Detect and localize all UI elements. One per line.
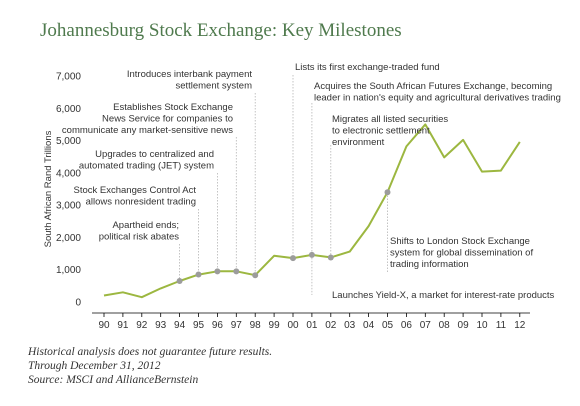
x-tick-label: 07 (420, 320, 432, 331)
x-tick-label: 05 (382, 320, 394, 331)
chart-title: Johannesburg Stock Exchange: Key Milesto… (40, 20, 402, 41)
x-tick-label: 94 (174, 320, 186, 331)
y-tick-label: 5,000 (56, 136, 81, 147)
annotation-label: settlement system (175, 81, 252, 92)
x-tick-label: 95 (193, 320, 205, 331)
footnote-date: Through December 31, 2012 (28, 360, 161, 372)
annotation-label: leader in nation's equity and agricultur… (314, 93, 561, 104)
annotation-label: Introduces interbank payment (127, 69, 253, 80)
annotation-label: Upgrades to centralized and (95, 149, 214, 160)
milestone-marker (290, 255, 296, 262)
y-tick-labels: 0 1,000 2,000 3,000 4,000 5,000 6,000 7,000 (56, 72, 81, 309)
annotation-label: Migrates all listed securities (332, 114, 448, 125)
milestone-marker (233, 268, 240, 275)
x-tick-label: 91 (117, 320, 129, 331)
annotation-label: political risk abates (99, 232, 180, 243)
x-tick-label: 12 (514, 320, 526, 331)
milestone-marker (308, 251, 315, 258)
milestone-marker (384, 189, 391, 196)
milestone-marker (327, 254, 334, 261)
x-tick-label: 02 (325, 320, 337, 331)
annotation-label: Stock Exchanges Control Act (73, 185, 196, 196)
annotation-labels: Apartheid ends;political risk abates Stoc… (62, 62, 561, 301)
x-tick-label: 03 (344, 320, 356, 331)
x-tick-label: 99 (269, 320, 281, 331)
annotation-label: Shifts to London Stock Exchange (390, 236, 530, 247)
x-tick-label: 90 (98, 320, 110, 331)
milestone-marker (195, 271, 202, 278)
milestone-markers (176, 189, 391, 285)
footnote-source: Source: MSCI and AllianceBernstein (28, 374, 199, 386)
y-tick-label: 0 (75, 298, 81, 309)
annotation-label: system for global dissemination of (390, 248, 533, 259)
y-tick-label: 3,000 (56, 201, 81, 212)
annotation-label: automated trading (JET) system (79, 161, 214, 172)
y-tick-label: 6,000 (56, 104, 81, 115)
x-tick-label: 08 (439, 320, 451, 331)
x-tick-labels: 90 91 92 93 94 95 96 97 98 99 00 01 02 03 04 05 06 07 08 09… (98, 320, 525, 331)
x-tick-label: 01 (306, 320, 318, 331)
y-axis-label: South African Rand Trillions (43, 130, 54, 247)
x-axis (92, 312, 530, 317)
annotation-label: Lists its first exchange-traded fund (295, 62, 440, 73)
x-tick-label: 06 (401, 320, 413, 331)
milestone-marker (176, 278, 183, 285)
annotation-label: allows nonresident trading (86, 197, 196, 208)
x-tick-label: 98 (250, 320, 262, 331)
annotation-label: communicate any market-sensitive news (62, 125, 233, 136)
x-tick-label: 04 (363, 320, 375, 331)
x-tick-label: 92 (136, 320, 148, 331)
annotation-label: Launches Yield-X, a market for interest-… (332, 290, 555, 301)
footnotes: Historical analysis does not guarantee f… (28, 345, 272, 387)
milestone-marker (214, 268, 221, 275)
annotation-label: to electronic settlement (332, 126, 430, 137)
annotation-label: trading information (390, 259, 469, 270)
footnote-disclaimer: Historical analysis does not guarantee f… (28, 346, 273, 358)
y-tick-label: 1,000 (56, 265, 81, 276)
annotation-label: Acquires the South African Futures Excha… (314, 81, 552, 92)
annotation-label: News Service for companies to (102, 114, 233, 125)
x-tick-label: 00 (287, 320, 299, 331)
x-tick-label: 10 (476, 320, 488, 331)
x-tick-label: 96 (212, 320, 224, 331)
annotation-leaders (179, 75, 388, 295)
y-tick-label: 2,000 (56, 233, 81, 244)
y-tick-label: 4,000 (56, 168, 81, 179)
x-tick-label: 11 (496, 320, 507, 331)
annotation-label: Apartheid ends; (112, 220, 179, 231)
x-tick-label: 97 (231, 320, 243, 331)
annotation-label: Establishes Stock Exchange (113, 102, 233, 113)
x-tick-label: 09 (458, 320, 470, 331)
x-tick-label: 93 (155, 320, 167, 331)
annotation-label: environment (332, 137, 385, 148)
y-tick-label: 7,000 (56, 72, 81, 83)
y-axis-title: South African Rand Trillions (43, 130, 54, 247)
milestone-marker (252, 272, 259, 279)
